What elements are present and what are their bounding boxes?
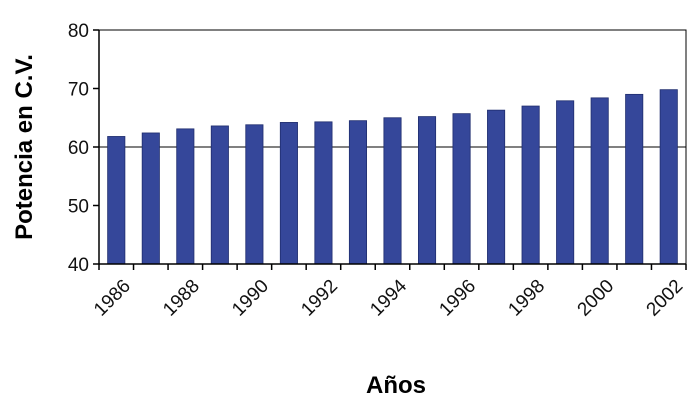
y-tick-label-80: 80: [68, 21, 89, 42]
bar-1990: [245, 124, 264, 265]
bar-2002: [659, 89, 678, 265]
bar-1999: [556, 100, 575, 265]
bar-1995: [417, 116, 437, 265]
y-axis-ticks: 40 50 60 70 80: [68, 21, 99, 276]
bar-1989: [210, 125, 229, 265]
x-axis-ticks: 1986 1988 1990 1992 1994 1996 1998 2000 2002: [90, 264, 687, 320]
x-tick-label-2002: 2002: [643, 276, 688, 321]
y-tick-label-40: 40: [68, 255, 89, 276]
y-tick-label-50: 50: [68, 197, 89, 218]
bar-1992: [314, 121, 333, 265]
x-tick-label-1994: 1994: [366, 275, 411, 320]
y-axis-title: Potencia en C.V.: [11, 54, 38, 240]
bar-1986: [107, 136, 126, 265]
x-tick-label-1992: 1992: [297, 276, 342, 321]
x-tick-label-2000: 2000: [574, 276, 619, 321]
y-tick-label-70: 70: [68, 80, 89, 101]
x-tick-label-1998: 1998: [504, 276, 549, 321]
bar-1994: [383, 117, 402, 265]
y-tick-label-60: 60: [68, 138, 89, 159]
bar-1997: [487, 109, 506, 265]
bar-1996: [452, 113, 471, 265]
bar-1991: [279, 122, 298, 265]
bar-1987: [141, 132, 160, 265]
x-tick-label-1988: 1988: [159, 276, 204, 321]
x-tick-label-1990: 1990: [228, 276, 273, 321]
plot-area: 40 50 60 70 80 1986 1988 1990 1992 1994 1996 1998 2…: [68, 21, 687, 320]
bar-1998: [521, 105, 540, 265]
bar-1993: [348, 120, 368, 265]
bar-2000: [590, 97, 609, 265]
bars: [107, 89, 678, 265]
bar-2001: [625, 93, 644, 265]
x-tick-label-1986: 1986: [90, 276, 135, 321]
x-axis-title: Años: [366, 372, 426, 398]
x-tick-label-1996: 1996: [435, 276, 480, 321]
bar-1988: [176, 128, 195, 265]
